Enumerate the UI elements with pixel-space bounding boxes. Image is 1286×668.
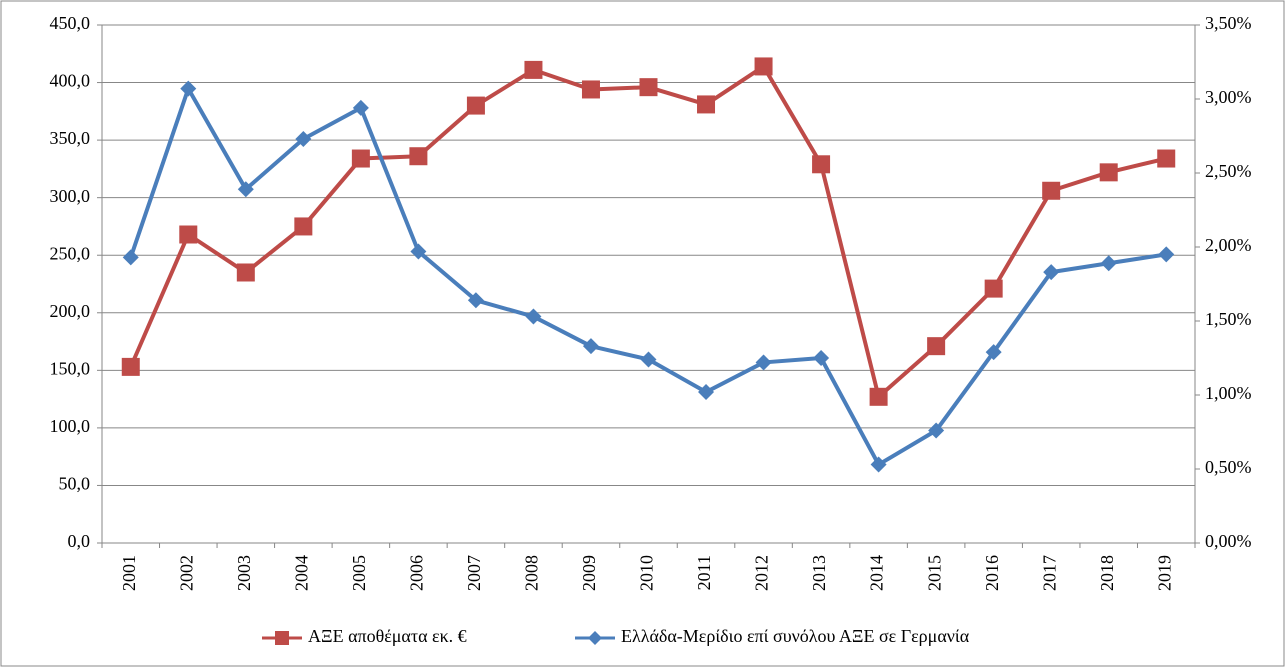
x-tick-label: 2011 (694, 555, 714, 590)
x-tick-label: 2019 (1154, 555, 1174, 591)
y2-tick-label: 3,50% (1205, 13, 1252, 33)
y2-tick-label: 2,00% (1205, 235, 1252, 255)
x-tick-label: 2003 (234, 555, 254, 591)
y-tick-label: 100,0 (50, 416, 91, 436)
x-tick-label: 2012 (752, 555, 772, 591)
data-point (927, 337, 946, 356)
x-tick-label: 2010 (637, 555, 657, 591)
x-tick-label: 2016 (982, 555, 1002, 591)
y2-tick-label: 1,00% (1205, 383, 1252, 403)
y-tick-label: 450,0 (50, 13, 91, 33)
data-point (466, 96, 485, 115)
data-point (812, 155, 831, 174)
x-tick-label: 2005 (349, 555, 369, 591)
y2-tick-label: 2,50% (1205, 161, 1252, 181)
data-point (984, 279, 1003, 298)
data-point (1100, 255, 1117, 272)
data-point (179, 225, 198, 244)
data-point (237, 181, 254, 198)
data-point (985, 344, 1002, 361)
y-tick-label: 150,0 (50, 358, 91, 378)
y-tick-label: 0,0 (68, 531, 91, 551)
x-tick-label: 2001 (119, 555, 139, 591)
data-point (754, 57, 773, 76)
x-tick-label: 2006 (407, 555, 427, 591)
data-point (351, 149, 370, 168)
legend-label: ΑΞΕ αποθέματα εκ. € (308, 626, 467, 646)
x-tick-label: 2017 (1039, 555, 1059, 591)
data-point (295, 130, 312, 147)
data-point (928, 422, 945, 439)
data-point (236, 263, 255, 282)
legend-marker (588, 631, 602, 645)
data-point (352, 99, 369, 116)
data-point (525, 308, 542, 325)
data-point (698, 384, 715, 401)
y2-tick-label: 0,50% (1205, 457, 1252, 477)
data-point (1157, 149, 1176, 168)
x-tick-label: 2014 (867, 555, 887, 591)
x-tick-label: 2013 (809, 555, 829, 591)
data-point (122, 249, 139, 266)
x-tick-label: 2009 (579, 555, 599, 591)
data-point (869, 387, 888, 406)
y-tick-label: 250,0 (50, 243, 91, 263)
y-tick-label: 200,0 (50, 301, 91, 321)
data-point (581, 80, 600, 99)
data-point (410, 243, 427, 260)
y-tick-label: 400,0 (50, 71, 91, 91)
y-tick-label: 300,0 (50, 186, 91, 206)
data-point (640, 351, 657, 368)
data-point (1099, 163, 1118, 182)
data-point (755, 354, 772, 371)
data-point (294, 217, 313, 236)
legend-marker (275, 631, 289, 645)
data-point (524, 60, 543, 79)
y2-tick-label: 0,00% (1205, 531, 1252, 551)
data-point (180, 80, 197, 97)
x-tick-label: 2002 (176, 555, 196, 591)
x-tick-label: 2004 (291, 555, 311, 591)
data-point (582, 338, 599, 355)
data-point (409, 147, 428, 166)
y-tick-label: 50,0 (59, 474, 91, 494)
y2-tick-label: 3,00% (1205, 87, 1252, 107)
data-point (1042, 181, 1061, 200)
x-tick-label: 2008 (522, 555, 542, 591)
data-point (467, 292, 484, 309)
data-point (813, 350, 830, 366)
y-tick-label: 350,0 (50, 128, 91, 148)
data-point (1043, 264, 1060, 281)
data-point (697, 95, 716, 114)
y2-tick-label: 1,50% (1205, 309, 1252, 329)
legend-label: Ελλάδα-Μερίδιο επί συνόλου ΑΞΕ σε Γερμαν… (621, 626, 970, 646)
data-point (639, 78, 658, 97)
data-point (121, 357, 140, 376)
data-point (870, 456, 887, 473)
x-tick-label: 2007 (464, 555, 484, 591)
x-tick-label: 2015 (924, 555, 944, 591)
data-point (1158, 246, 1175, 263)
x-tick-label: 2018 (1097, 555, 1117, 591)
